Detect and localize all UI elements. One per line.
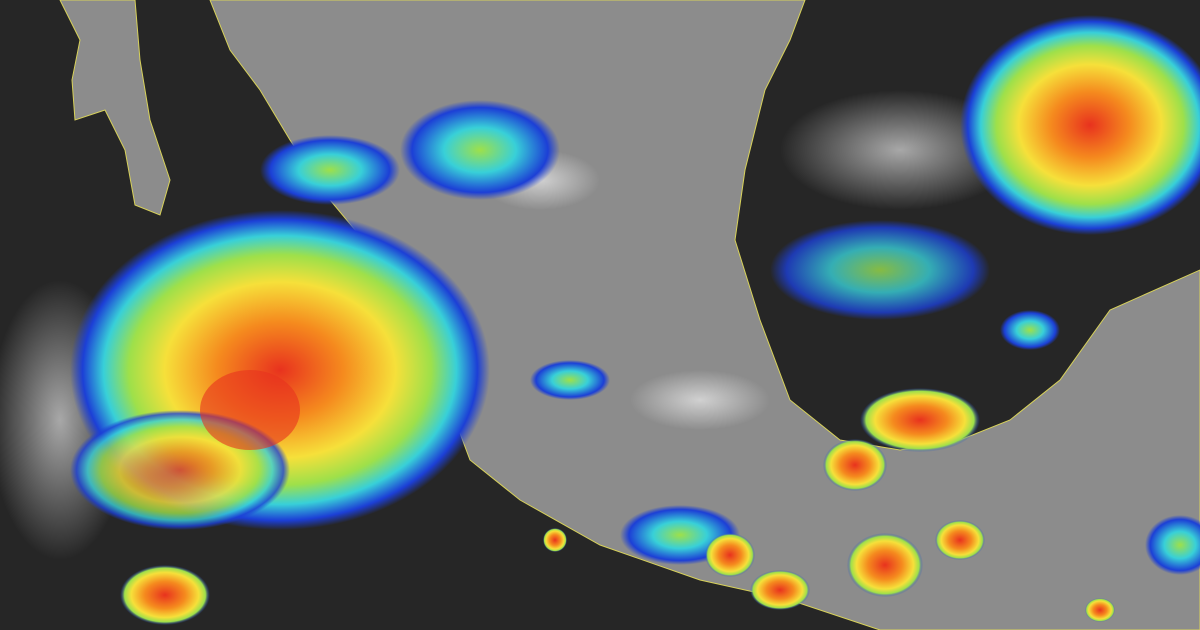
scattered-precip xyxy=(770,220,990,320)
scattered-precip xyxy=(1145,515,1200,575)
baja-california-peninsula xyxy=(59,0,171,216)
storm-cell xyxy=(1085,598,1115,622)
storm-cell xyxy=(750,570,810,610)
cyclone-core xyxy=(200,370,300,450)
storm-cell xyxy=(705,533,755,577)
storm-cell xyxy=(860,388,980,452)
storm-cell xyxy=(543,528,567,552)
storm-cell xyxy=(935,520,985,560)
scattered-precip xyxy=(260,135,400,205)
scattered-precip xyxy=(530,360,610,400)
gulf-cloud-haze xyxy=(780,90,1020,210)
land-cloud-haze xyxy=(630,370,770,430)
storm-cell xyxy=(120,565,210,625)
storm-cell xyxy=(847,533,923,597)
scattered-precip xyxy=(1000,310,1060,350)
gulf-storm-complex xyxy=(960,15,1200,235)
scattered-precip xyxy=(400,100,560,200)
storm-cell xyxy=(823,439,887,491)
